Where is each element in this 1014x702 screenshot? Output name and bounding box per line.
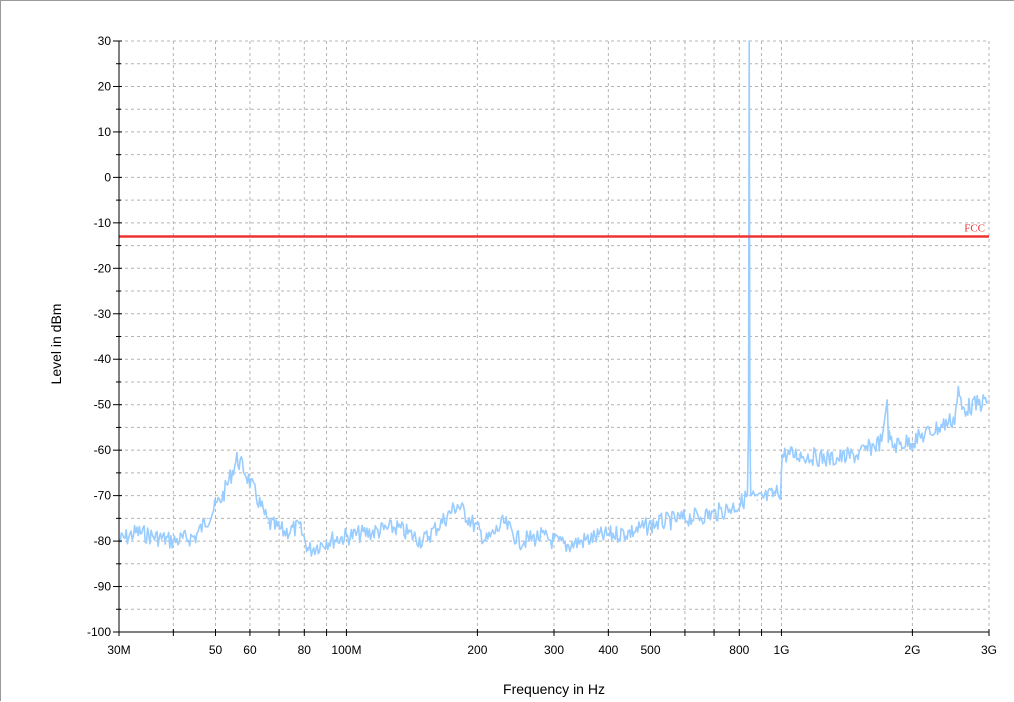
data-point xyxy=(738,503,741,506)
x-tick-label: 80 xyxy=(298,643,312,657)
y-tick-label: -70 xyxy=(94,489,112,503)
x-axis-title: Frequency in Hz xyxy=(503,681,605,697)
y-tick-label: -40 xyxy=(94,352,112,366)
y-tick-label: 30 xyxy=(98,34,112,48)
x-tick-label: 3G xyxy=(981,643,997,657)
x-tick-label: 30M xyxy=(107,643,130,657)
axis-layer xyxy=(113,40,990,636)
data-point xyxy=(798,453,801,456)
data-point xyxy=(597,535,600,538)
x-tick-label: 50 xyxy=(209,643,223,657)
data-point xyxy=(779,490,782,492)
x-tick-label: 200 xyxy=(467,643,487,657)
data-point xyxy=(471,522,474,524)
data-point xyxy=(325,540,328,542)
y-tick-label: 20 xyxy=(98,79,112,93)
data-point xyxy=(911,440,914,442)
data-point xyxy=(372,531,374,533)
data-point xyxy=(770,494,773,497)
y-tick-label: -80 xyxy=(94,534,112,548)
x-tick-label: 400 xyxy=(598,643,618,657)
data-point xyxy=(891,444,894,447)
data-point xyxy=(283,531,286,533)
label-layer: 30 20 10 0 -10 -20 -30 -40 -50 -60 -70 -80 -90 -100 30… xyxy=(87,34,997,657)
grid-layer xyxy=(118,40,990,633)
data-point xyxy=(857,453,859,456)
y-tick-label: -100 xyxy=(87,625,111,639)
data-point xyxy=(308,549,310,551)
data-point xyxy=(172,540,175,542)
x-tick-label: 100M xyxy=(331,643,361,657)
data-point xyxy=(194,535,197,538)
x-tick-label: 300 xyxy=(544,643,564,657)
data-point xyxy=(629,531,632,533)
data-point xyxy=(222,494,224,497)
x-tick-label: 800 xyxy=(729,643,749,657)
y-tick-label: -20 xyxy=(94,261,112,275)
data-point xyxy=(749,494,752,497)
data-point xyxy=(938,426,940,429)
data-point xyxy=(975,403,977,406)
data-point xyxy=(267,522,269,524)
data-point xyxy=(748,40,750,42)
limit-line-label: FCC xyxy=(964,222,985,234)
measurement-trace xyxy=(118,40,989,557)
data-point xyxy=(713,513,715,515)
data-point xyxy=(242,467,245,470)
x-tick-label: 1G xyxy=(773,643,789,657)
series-layer xyxy=(118,40,990,557)
data-point xyxy=(749,426,751,429)
data-point xyxy=(152,535,155,538)
y-tick-label: -30 xyxy=(94,307,112,321)
data-point xyxy=(781,453,784,456)
data-point xyxy=(961,408,963,411)
data-point xyxy=(565,544,567,547)
data-point xyxy=(657,522,659,524)
data-point xyxy=(746,494,749,497)
data-point xyxy=(456,503,459,506)
data-point xyxy=(540,535,542,538)
y-tick-label: -10 xyxy=(94,216,112,230)
data-point xyxy=(395,526,397,529)
x-tick-label: 60 xyxy=(243,643,257,657)
data-point xyxy=(756,499,759,501)
data-point xyxy=(440,522,442,524)
data-point xyxy=(236,458,238,461)
y-tick-label: 0 xyxy=(104,170,111,184)
data-point xyxy=(886,399,888,401)
data-point xyxy=(255,494,257,497)
data-point xyxy=(953,417,956,420)
data-point xyxy=(518,540,521,542)
limit-layer: FCC xyxy=(119,222,989,238)
data-point xyxy=(988,399,990,401)
data-point xyxy=(957,390,960,392)
data-point xyxy=(887,435,890,438)
data-point xyxy=(136,531,138,533)
data-point xyxy=(229,476,231,479)
data-point xyxy=(298,526,301,529)
data-point xyxy=(684,517,686,520)
x-tick-label: 500 xyxy=(640,643,660,657)
data-point xyxy=(422,540,424,542)
x-tick-label: 2G xyxy=(904,643,920,657)
y-tick-label: 10 xyxy=(98,125,112,139)
y-tick-label: -90 xyxy=(94,580,112,594)
data-point xyxy=(485,540,488,542)
data-point xyxy=(747,426,750,429)
data-point xyxy=(345,535,348,538)
data-point xyxy=(206,517,209,520)
y-axis-title: Level in dBm xyxy=(48,304,64,385)
data-point xyxy=(830,458,832,461)
data-point xyxy=(880,440,883,442)
data-point xyxy=(503,522,505,524)
y-tick-label: -50 xyxy=(94,398,112,412)
y-tick-label: -60 xyxy=(94,443,112,457)
